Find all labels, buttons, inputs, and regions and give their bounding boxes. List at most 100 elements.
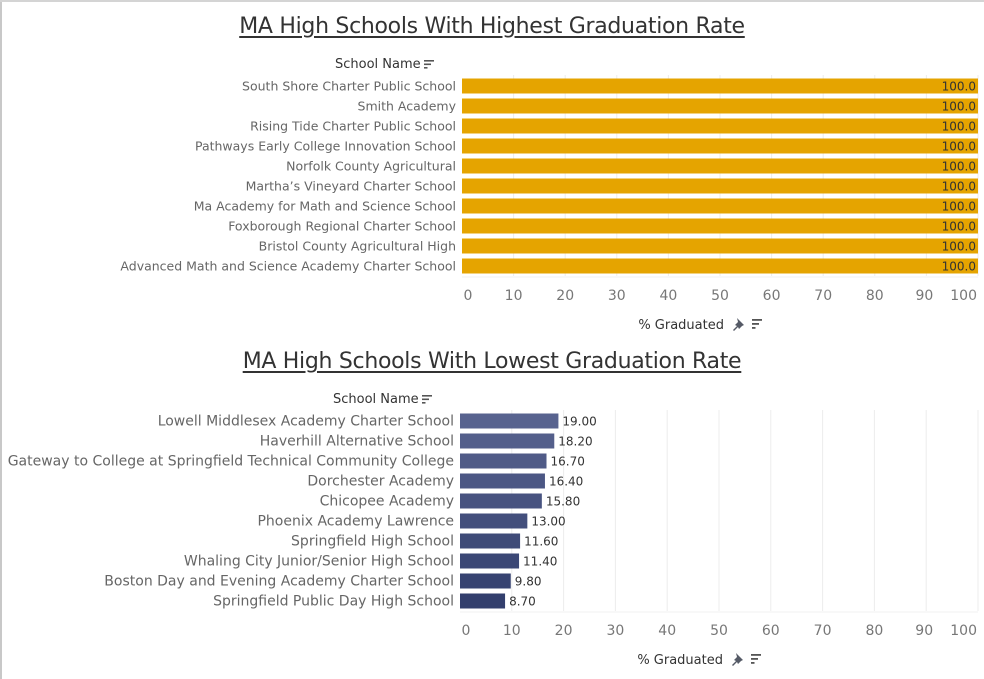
value-label: 100.0	[942, 160, 976, 174]
bar[interactable]	[460, 573, 511, 589]
x-axis-title[interactable]: % Graduated	[638, 318, 724, 333]
value-label: 100.0	[942, 220, 976, 234]
value-label: 18.20	[558, 435, 592, 449]
x-tick-label: 60	[763, 288, 781, 304]
bar[interactable]	[462, 198, 978, 214]
x-tick-label: 30	[606, 623, 624, 639]
category-label: Norfolk County Agricultural	[286, 159, 456, 174]
category-label: Foxborough Regional Charter School	[228, 219, 456, 234]
category-label: Whaling City Junior/Senior High School	[184, 554, 454, 570]
category-label: Springfield Public Day High School	[213, 594, 454, 610]
x-tick-label: 90	[915, 623, 933, 639]
category-label: Smith Academy	[358, 99, 457, 114]
bar[interactable]	[462, 118, 978, 134]
row-header-label: School Name	[333, 392, 419, 407]
category-label: South Shore Charter Public School	[242, 79, 456, 94]
bar[interactable]	[460, 453, 547, 469]
value-label: 15.80	[546, 495, 580, 509]
bar[interactable]	[462, 238, 978, 254]
x-axis-title[interactable]: % Graduated	[637, 653, 723, 668]
bar[interactable]	[462, 98, 978, 114]
value-label: 100.0	[942, 80, 976, 94]
x-tick-label: 10	[503, 623, 521, 639]
category-label: Dorchester Academy	[307, 474, 454, 490]
bar[interactable]	[462, 218, 978, 234]
category-label: Haverhill Alternative School	[260, 434, 454, 450]
bar[interactable]	[460, 513, 528, 529]
category-label: Pathways Early College Innovation School	[195, 139, 456, 154]
x-tick-label: 50	[710, 623, 728, 639]
category-label: Springfield High School	[291, 534, 454, 550]
category-label: Gateway to College at Springfield Techni…	[8, 454, 454, 470]
x-tick-label: 80	[865, 623, 883, 639]
bar[interactable]	[462, 158, 978, 174]
x-tick-label: 30	[608, 288, 626, 304]
x-tick-label: 40	[658, 623, 676, 639]
bar[interactable]	[460, 493, 542, 509]
row-header-school-name-highest[interactable]: School Name	[335, 57, 434, 72]
value-label: 16.40	[549, 475, 583, 489]
x-tick-label: 10	[505, 288, 523, 304]
category-label: Ma Academy for Math and Science School	[194, 199, 456, 214]
bar[interactable]	[462, 138, 978, 154]
value-label: 100.0	[942, 260, 976, 274]
value-label: 9.80	[515, 575, 542, 589]
x-tick-label: 20	[556, 288, 574, 304]
category-label: Chicopee Academy	[320, 494, 454, 510]
category-label: Lowell Middlesex Academy Charter School	[158, 414, 454, 430]
x-tick-label: 100	[950, 288, 977, 304]
x-tick-label: 20	[555, 623, 573, 639]
bar[interactable]	[462, 178, 978, 194]
sort-descending-icon[interactable]	[751, 654, 761, 664]
value-label: 11.60	[524, 535, 558, 549]
x-tick-label: 70	[814, 288, 832, 304]
sort-descending-icon[interactable]	[423, 60, 434, 69]
x-tick-label: 40	[659, 288, 677, 304]
chart-title-lowest: MA High Schools With Lowest Graduation R…	[242, 349, 742, 374]
category-label: Advanced Math and Science Academy Charte…	[120, 259, 456, 274]
pin-icon[interactable]	[732, 653, 743, 666]
bar-chart-lowest: Lowell Middlesex Academy Charter School 1…	[8, 410, 979, 668]
x-tick-label: 100	[950, 623, 977, 639]
bar[interactable]	[460, 413, 559, 429]
value-label: 100.0	[942, 120, 976, 134]
sort-descending-icon[interactable]	[752, 319, 762, 329]
chart-title-highest: MA High Schools With Highest Graduation …	[239, 14, 745, 39]
category-label: Martha’s Vineyard Charter School	[246, 179, 456, 194]
category-label: Bristol County Agricultural High	[259, 239, 456, 254]
bar[interactable]	[460, 473, 545, 489]
value-label: 13.00	[531, 515, 565, 529]
sort-descending-icon[interactable]	[421, 395, 432, 404]
x-tick-label: 80	[866, 288, 884, 304]
bar[interactable]	[460, 433, 555, 449]
bar[interactable]	[462, 78, 978, 94]
row-header-school-name-lowest[interactable]: School Name	[333, 392, 432, 407]
bar[interactable]	[460, 593, 506, 609]
frame-border-top	[0, 0, 984, 2]
category-label: Phoenix Academy Lawrence	[257, 514, 454, 530]
x-tick-label: 50	[711, 288, 729, 304]
bar-chart-highest: South Shore Charter Public School 100.0 Sm…	[120, 75, 979, 333]
value-label: 16.70	[551, 455, 585, 469]
value-label: 100.0	[942, 180, 976, 194]
x-tick-label: 60	[762, 623, 780, 639]
x-tick-label: 0	[464, 288, 473, 304]
pin-icon[interactable]	[733, 318, 744, 331]
value-label: 100.0	[942, 200, 976, 214]
value-label: 11.40	[523, 555, 557, 569]
x-tick-label: 0	[462, 623, 471, 639]
value-label: 100.0	[942, 100, 976, 114]
row-header-label: School Name	[335, 57, 421, 72]
category-label: Boston Day and Evening Academy Charter S…	[104, 574, 454, 590]
value-label: 100.0	[942, 240, 976, 254]
value-label: 100.0	[942, 140, 976, 154]
bar[interactable]	[462, 258, 978, 274]
x-tick-label: 90	[915, 288, 933, 304]
x-tick-label: 70	[814, 623, 832, 639]
value-label: 8.70	[509, 595, 536, 609]
value-label: 19.00	[562, 415, 596, 429]
category-label: Rising Tide Charter Public School	[250, 119, 456, 134]
frame-border-left	[0, 0, 2, 679]
bar[interactable]	[460, 553, 520, 569]
bar[interactable]	[460, 533, 521, 549]
